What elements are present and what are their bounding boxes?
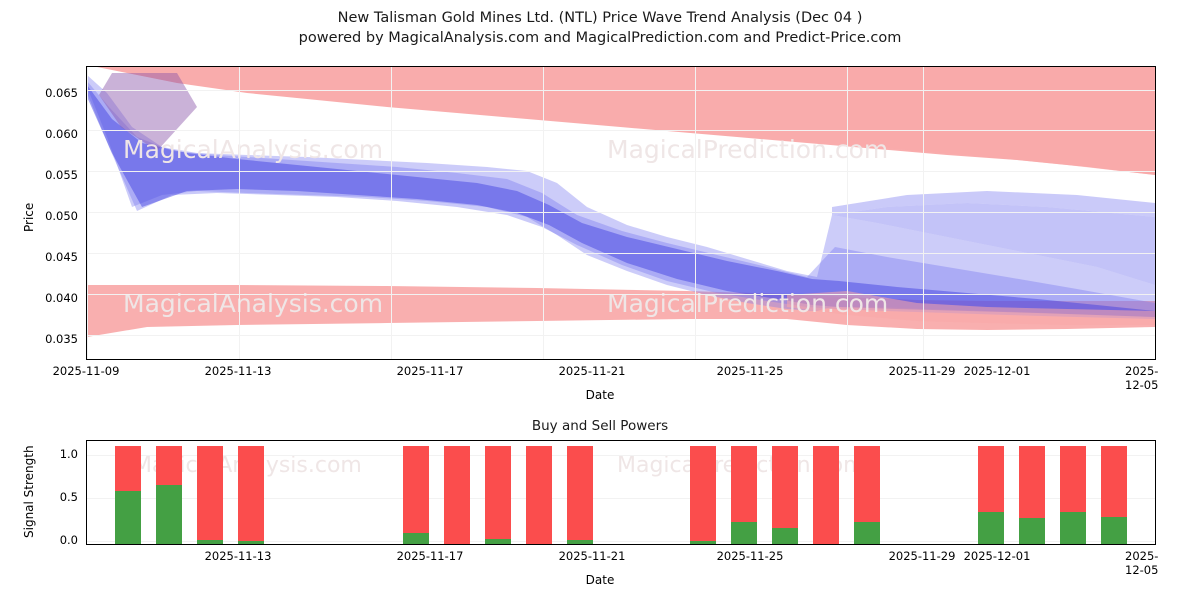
signal-bar — [238, 445, 265, 544]
x-tick: 2025-11-13 — [204, 364, 272, 378]
buy-power-segment — [156, 485, 183, 544]
price-wave-plot: MagicalAnalysis.com MagicalPrediction.co… — [86, 66, 1156, 360]
y-tick: 1.0 — [59, 447, 78, 461]
y-tick: 0.050 — [45, 209, 78, 223]
signal-bar — [1100, 445, 1127, 544]
main-y-axis-label: Price — [22, 202, 36, 232]
y-tick: 0.5 — [59, 490, 78, 504]
sell-power-segment — [1100, 445, 1127, 517]
buy-power-segment — [566, 540, 593, 544]
buy-power-segment — [238, 541, 265, 544]
sell-power-segment — [1018, 445, 1045, 518]
signal-bar — [690, 445, 717, 544]
signal-bar — [977, 445, 1004, 544]
sub-y-axis-label: Signal Strength — [22, 445, 36, 538]
x-tick: 2025-11-17 — [396, 549, 464, 563]
signal-bar — [197, 445, 224, 544]
sell-power-segment — [772, 445, 799, 529]
sell-power-segment — [1059, 445, 1086, 512]
sell-power-segment — [813, 445, 840, 544]
buy-power-segment — [1018, 517, 1045, 544]
buy-power-segment — [977, 511, 1004, 544]
sell-power-segment — [443, 445, 470, 544]
main-x-axis-label: Date — [585, 388, 615, 402]
signal-bar — [1059, 445, 1086, 544]
buy-power-segment — [690, 541, 717, 544]
buy-power-segment — [197, 540, 224, 544]
signal-bar — [813, 445, 840, 544]
y-tick: 0.045 — [45, 250, 78, 264]
title-block: New Talisman Gold Mines Ltd. (NTL) Price… — [0, 8, 1200, 48]
page-subtitle: powered by MagicalAnalysis.com and Magic… — [298, 30, 902, 46]
x-tick: 2025-11-17 — [396, 364, 464, 378]
signal-bar — [854, 445, 881, 544]
sell-power-segment — [115, 445, 142, 492]
y-tick: 0.060 — [45, 127, 78, 141]
x-tick: 2025-12-01 — [963, 549, 1031, 563]
signal-bar — [772, 445, 799, 544]
x-tick: 2025-12-01 — [963, 364, 1031, 378]
signal-bar — [443, 445, 470, 544]
y-tick: 0.065 — [45, 86, 78, 100]
sell-power-segment — [402, 445, 429, 534]
y-tick: 0.040 — [45, 291, 78, 305]
signal-bar — [115, 445, 142, 544]
y-tick: 0.035 — [45, 332, 78, 346]
signal-bar — [1018, 445, 1045, 544]
signal-bar — [566, 445, 593, 544]
y-tick: 0.055 — [45, 168, 78, 182]
sell-power-segment — [484, 445, 511, 540]
sell-power-segment — [690, 445, 717, 542]
signal-bar — [156, 445, 183, 544]
signal-bar — [525, 445, 552, 544]
sub-chart-title: Buy and Sell Powers — [531, 418, 669, 434]
buy-power-segment — [854, 522, 881, 544]
x-tick: 2025-11-29 — [888, 364, 956, 378]
wave-bands — [87, 67, 1155, 337]
buy-power-segment — [1059, 511, 1086, 544]
y-tick: 0.0 — [59, 533, 78, 547]
buy-power-segment — [484, 539, 511, 544]
sell-power-segment — [977, 445, 1004, 512]
sell-power-segment — [238, 445, 265, 542]
x-tick: 2025-11-21 — [558, 364, 626, 378]
buy-power-segment — [402, 533, 429, 544]
x-tick: 2025-11-21 — [558, 549, 626, 563]
page-title: New Talisman Gold Mines Ltd. (NTL) Price… — [337, 10, 863, 26]
sell-power-segment — [854, 445, 881, 523]
buy-power-segment — [1100, 516, 1127, 544]
x-tick: 2025-11-25 — [716, 549, 784, 563]
x-tick: 2025-12-05 — [1125, 549, 1159, 577]
buy-power-segment — [731, 522, 758, 544]
x-tick: 2025-12-05 — [1125, 364, 1159, 392]
x-tick: 2025-11-29 — [888, 549, 956, 563]
x-tick: 2025-11-09 — [52, 364, 120, 378]
x-tick: 2025-11-25 — [716, 364, 784, 378]
x-tick: 2025-11-13 — [204, 549, 272, 563]
buy-power-segment — [772, 528, 799, 544]
sub-x-axis-label: Date — [585, 573, 615, 587]
sell-power-segment — [566, 445, 593, 541]
signal-bar — [484, 445, 511, 544]
sell-power-segment — [731, 445, 758, 523]
sell-power-segment — [525, 445, 552, 544]
buy-power-segment — [115, 491, 142, 544]
sell-power-segment — [156, 445, 183, 486]
sell-power-segment — [197, 445, 224, 541]
signal-bar — [402, 445, 429, 544]
buy-sell-powers-plot: MagicalAnalysis.com MagicalPrediction.co… — [86, 440, 1156, 545]
signal-bar — [731, 445, 758, 544]
